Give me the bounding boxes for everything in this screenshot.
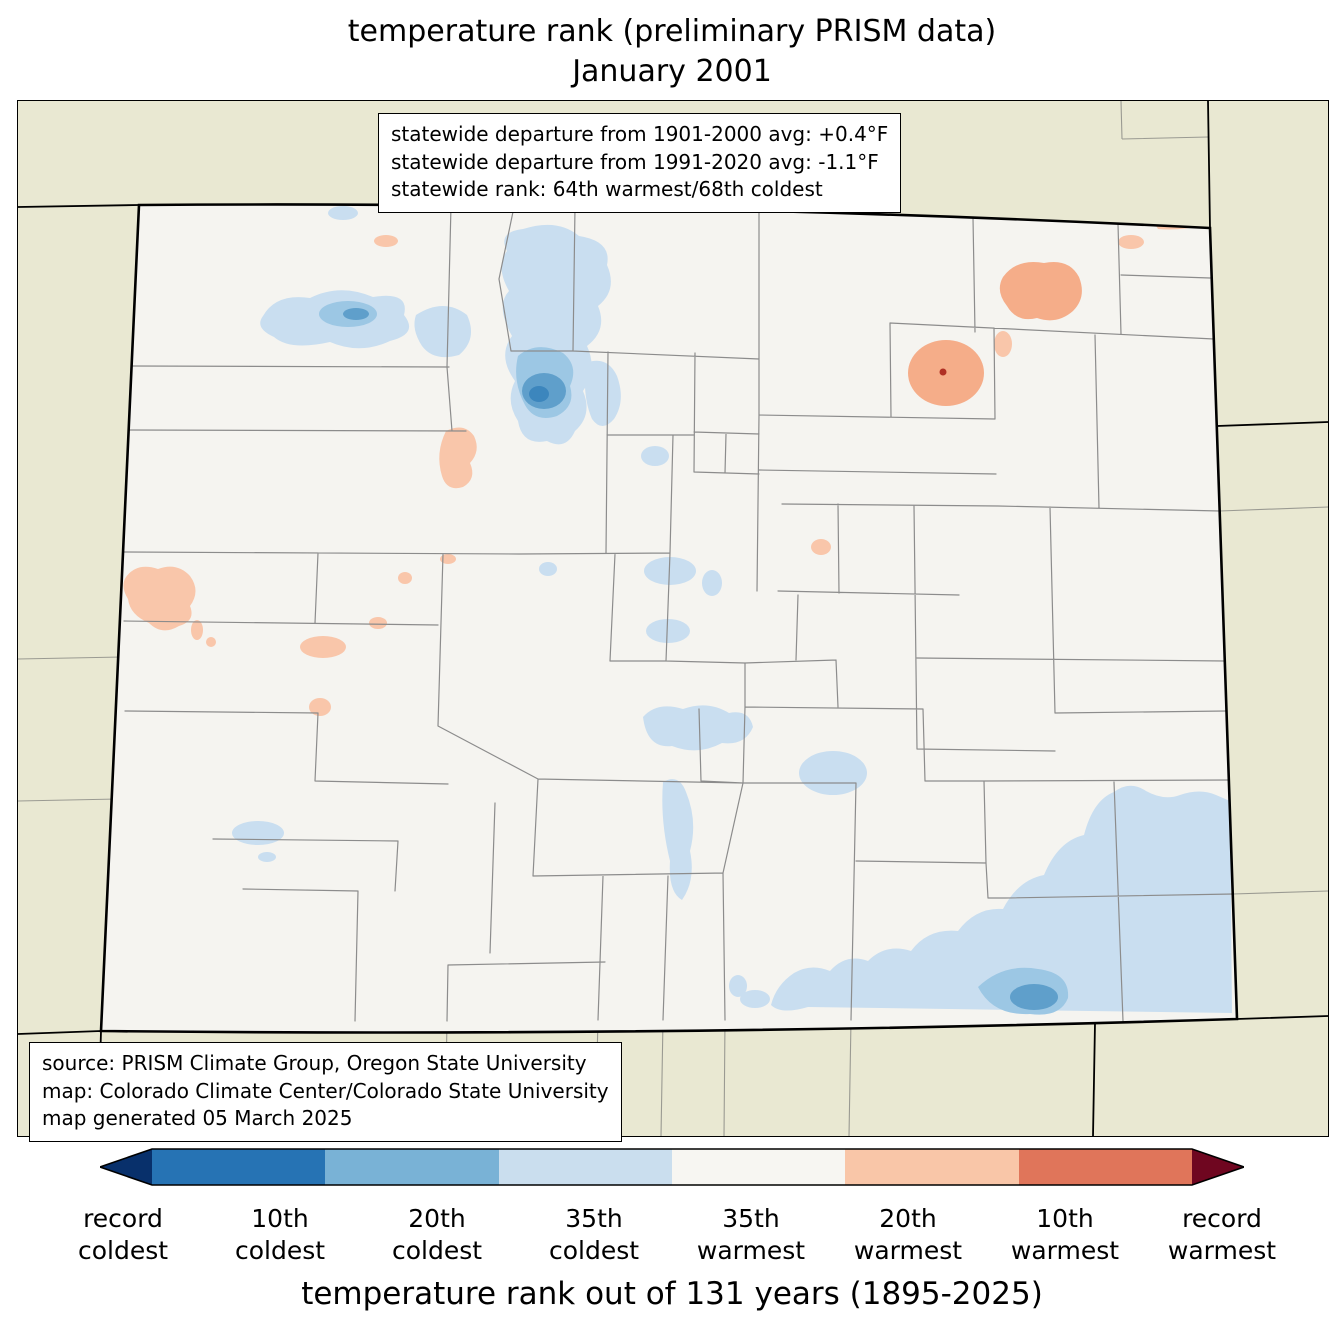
legend-label-35th-warmest: 35th warmest [696, 1204, 806, 1265]
patches-coldest-core [529, 386, 549, 402]
legend-label-10th-warmest: 10th warmest [1010, 1204, 1120, 1265]
title-block: temperature rank (preliminary PRISM data… [0, 12, 1344, 92]
colorbar-segment-record-warmest [1192, 1149, 1244, 1185]
map-canvas: statewide departure from 1901-2000 avg: … [17, 100, 1329, 1142]
legend-label-35th-coldest: 35th coldest [548, 1204, 640, 1265]
source-line-2: map: Colorado Climate Center/Colorado St… [42, 1078, 609, 1103]
map-subtitle: January 2001 [572, 54, 772, 89]
colorado-map [18, 101, 1328, 1136]
source-attribution-box: source: PRISM Climate Group, Oregon Stat… [29, 1042, 622, 1142]
colorbar-segment-20th-warmest [845, 1149, 1020, 1185]
legend-label-20th-coldest: 20th coldest [391, 1204, 483, 1265]
legend-label-10th-coldest: 10th coldest [234, 1204, 326, 1265]
colorbar-labels: record coldest 10th coldest 20th coldest… [78, 1203, 1276, 1273]
stats-line-3: statewide rank: 64th warmest/68th coldes… [391, 177, 823, 201]
map-title: temperature rank (preliminary PRISM data… [347, 14, 997, 49]
colorbar-segment-10th-warmest [1019, 1149, 1192, 1185]
colorbar-svg [97, 1148, 1247, 1186]
colorbar-segment-10th-coldest [152, 1149, 326, 1185]
statewide-stats-box: statewide departure from 1901-2000 avg: … [378, 113, 902, 213]
colorbar-segment-35th-coldest [499, 1149, 673, 1185]
legend-label-record-warmest: record warmest [1167, 1204, 1277, 1265]
source-line-1: source: PRISM Climate Group, Oregon Stat… [42, 1051, 587, 1075]
colorado-state-fill [101, 204, 1237, 1033]
stats-line-1: statewide departure from 1901-2000 avg: … [391, 122, 889, 146]
legend-label-20th-warmest: 20th warmest [853, 1204, 963, 1265]
colorbar-outline [97, 1148, 1247, 1186]
colorbar-segment-35th-warmest [672, 1149, 846, 1185]
warmest-core-dot [939, 368, 947, 376]
colorbar-caption: temperature rank out of 131 years (1895-… [301, 1276, 1043, 1312]
legend-label-record-coldest: record coldest [77, 1204, 169, 1265]
temperature-rank-colorbar [97, 1147, 1247, 1187]
source-line-3: map generated 05 March 2025 [42, 1106, 353, 1130]
county-boundary-lines [122, 205, 1234, 1022]
stats-line-2: statewide departure from 1991-2020 avg: … [391, 149, 879, 174]
colorbar-segment-record-coldest [100, 1149, 152, 1185]
colorbar-segment-20th-coldest [325, 1149, 500, 1185]
